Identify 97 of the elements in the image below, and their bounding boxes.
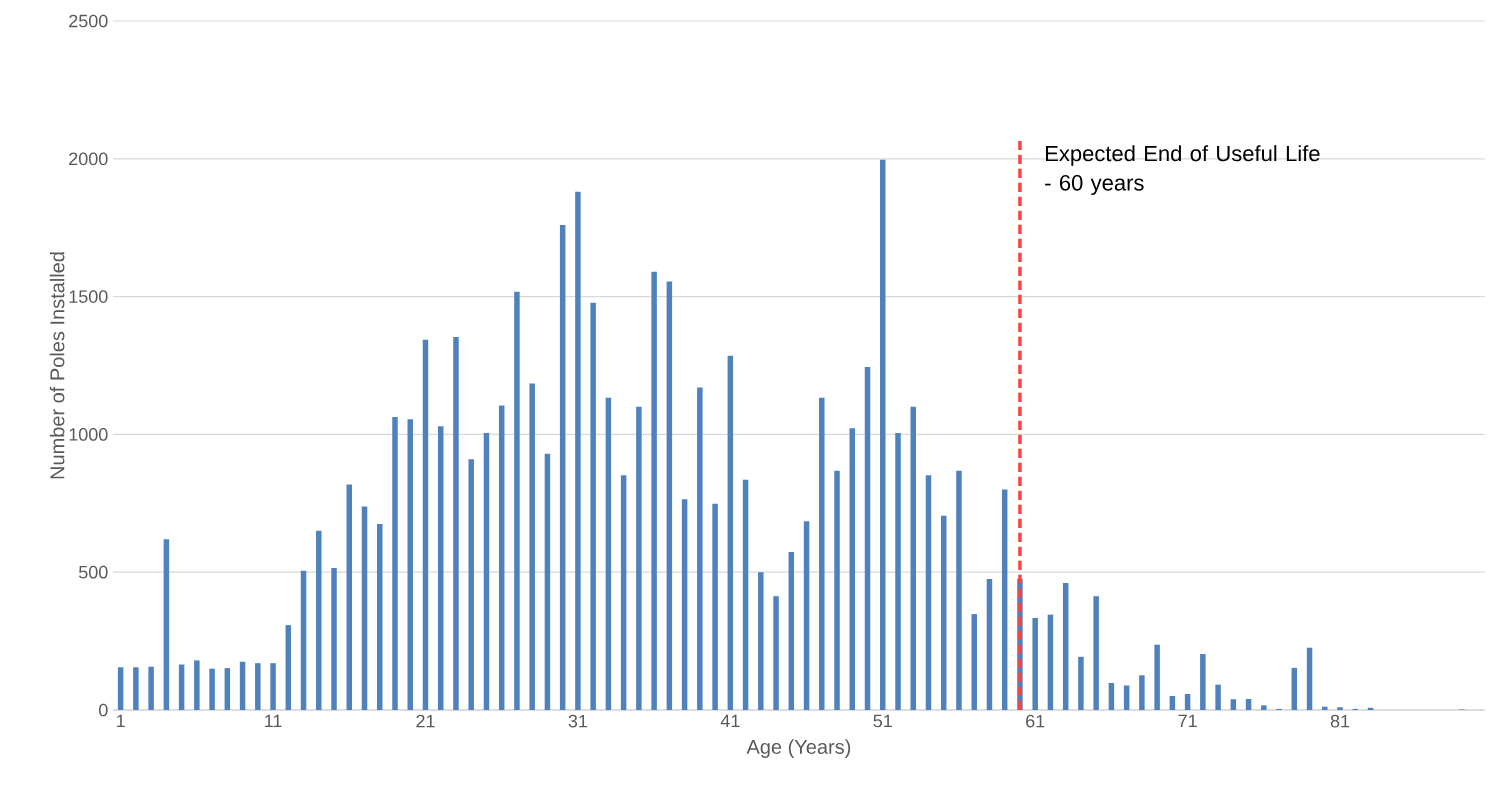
x-tick-label: 1	[117, 714, 125, 728]
bar	[437, 426, 444, 710]
bar	[788, 552, 795, 710]
bar	[834, 470, 840, 710]
bar	[697, 387, 703, 710]
bar	[712, 503, 718, 710]
bar	[1108, 682, 1115, 710]
bar	[636, 406, 642, 710]
bar	[742, 479, 749, 710]
x-tick-label: 41	[720, 714, 740, 728]
bar	[544, 453, 551, 710]
ref-line-label: Expected End of Useful Life - 60 years	[1045, 145, 1320, 195]
bar	[255, 663, 261, 710]
bar	[316, 530, 322, 710]
bar	[194, 660, 200, 710]
bar	[148, 666, 154, 710]
y-tick-label: 1000	[69, 428, 108, 441]
bar	[940, 515, 947, 710]
bar	[590, 302, 596, 710]
bar	[864, 366, 871, 710]
bar	[178, 664, 185, 710]
bar	[514, 291, 520, 710]
bar	[1123, 685, 1130, 710]
bar	[895, 433, 901, 710]
y-tick-label: 2000	[69, 152, 108, 166]
bar	[1154, 644, 1160, 710]
bar	[1215, 684, 1221, 710]
bar	[681, 499, 688, 710]
bar	[422, 339, 429, 710]
bar	[117, 667, 124, 710]
bar	[163, 539, 170, 710]
x-tick-label: 51	[873, 714, 892, 728]
bar	[758, 572, 764, 710]
bar	[270, 663, 276, 710]
bar	[651, 271, 657, 710]
bar	[575, 191, 581, 710]
bar	[986, 579, 993, 710]
bar	[727, 355, 734, 710]
bar	[1230, 699, 1237, 710]
bar	[819, 397, 825, 710]
bar	[1200, 654, 1206, 710]
bar	[1245, 698, 1252, 710]
bar	[559, 224, 566, 710]
bar	[392, 417, 398, 710]
bar	[407, 419, 413, 710]
bar	[224, 668, 231, 710]
bar	[468, 459, 474, 710]
bar	[956, 470, 962, 710]
bar	[910, 406, 916, 710]
bar	[849, 428, 856, 710]
bar	[1139, 675, 1145, 710]
bar	[285, 625, 292, 710]
bar	[605, 397, 612, 710]
bar	[925, 475, 932, 710]
bar	[1261, 705, 1267, 710]
bar	[300, 570, 307, 710]
y-tick-label: 1500	[69, 290, 108, 303]
bar	[209, 668, 215, 710]
y-axis-title: Number of Poles Installed	[49, 252, 65, 479]
y-tick-label: 2500	[69, 14, 108, 28]
bar	[1001, 489, 1008, 710]
bar	[453, 337, 459, 710]
x-tick-label: 71	[1178, 714, 1197, 728]
bar	[1032, 617, 1038, 710]
bar	[1322, 706, 1328, 710]
x-tick-label: 81	[1330, 714, 1350, 728]
x-tick-label: 61	[1026, 714, 1045, 728]
bar	[971, 614, 977, 710]
bar	[1169, 695, 1176, 710]
bar	[1047, 614, 1054, 710]
bar	[620, 475, 627, 710]
bar	[483, 433, 490, 710]
bar	[361, 506, 368, 710]
x-tick-label: 31	[568, 714, 588, 728]
bar	[1093, 596, 1099, 710]
bar	[666, 281, 673, 710]
bar	[529, 383, 535, 710]
y-tick-label: 0	[99, 703, 108, 717]
x-tick-label: 21	[416, 714, 435, 728]
x-tick-label: 11	[265, 714, 282, 728]
bar	[1078, 656, 1084, 710]
bar	[377, 523, 383, 710]
bar	[880, 159, 886, 710]
bar	[133, 667, 139, 710]
bar	[346, 484, 353, 710]
bar	[1062, 582, 1069, 710]
bar	[331, 568, 337, 710]
bar	[803, 521, 810, 710]
bar	[239, 661, 246, 710]
bar	[498, 405, 505, 710]
x-axis-title: Age (Years)	[746, 739, 851, 758]
bar	[1306, 647, 1313, 710]
bar	[1184, 694, 1191, 710]
bar	[1337, 707, 1343, 710]
y-tick-label: 500	[78, 565, 108, 579]
bar	[1291, 667, 1298, 710]
bar	[773, 596, 779, 710]
